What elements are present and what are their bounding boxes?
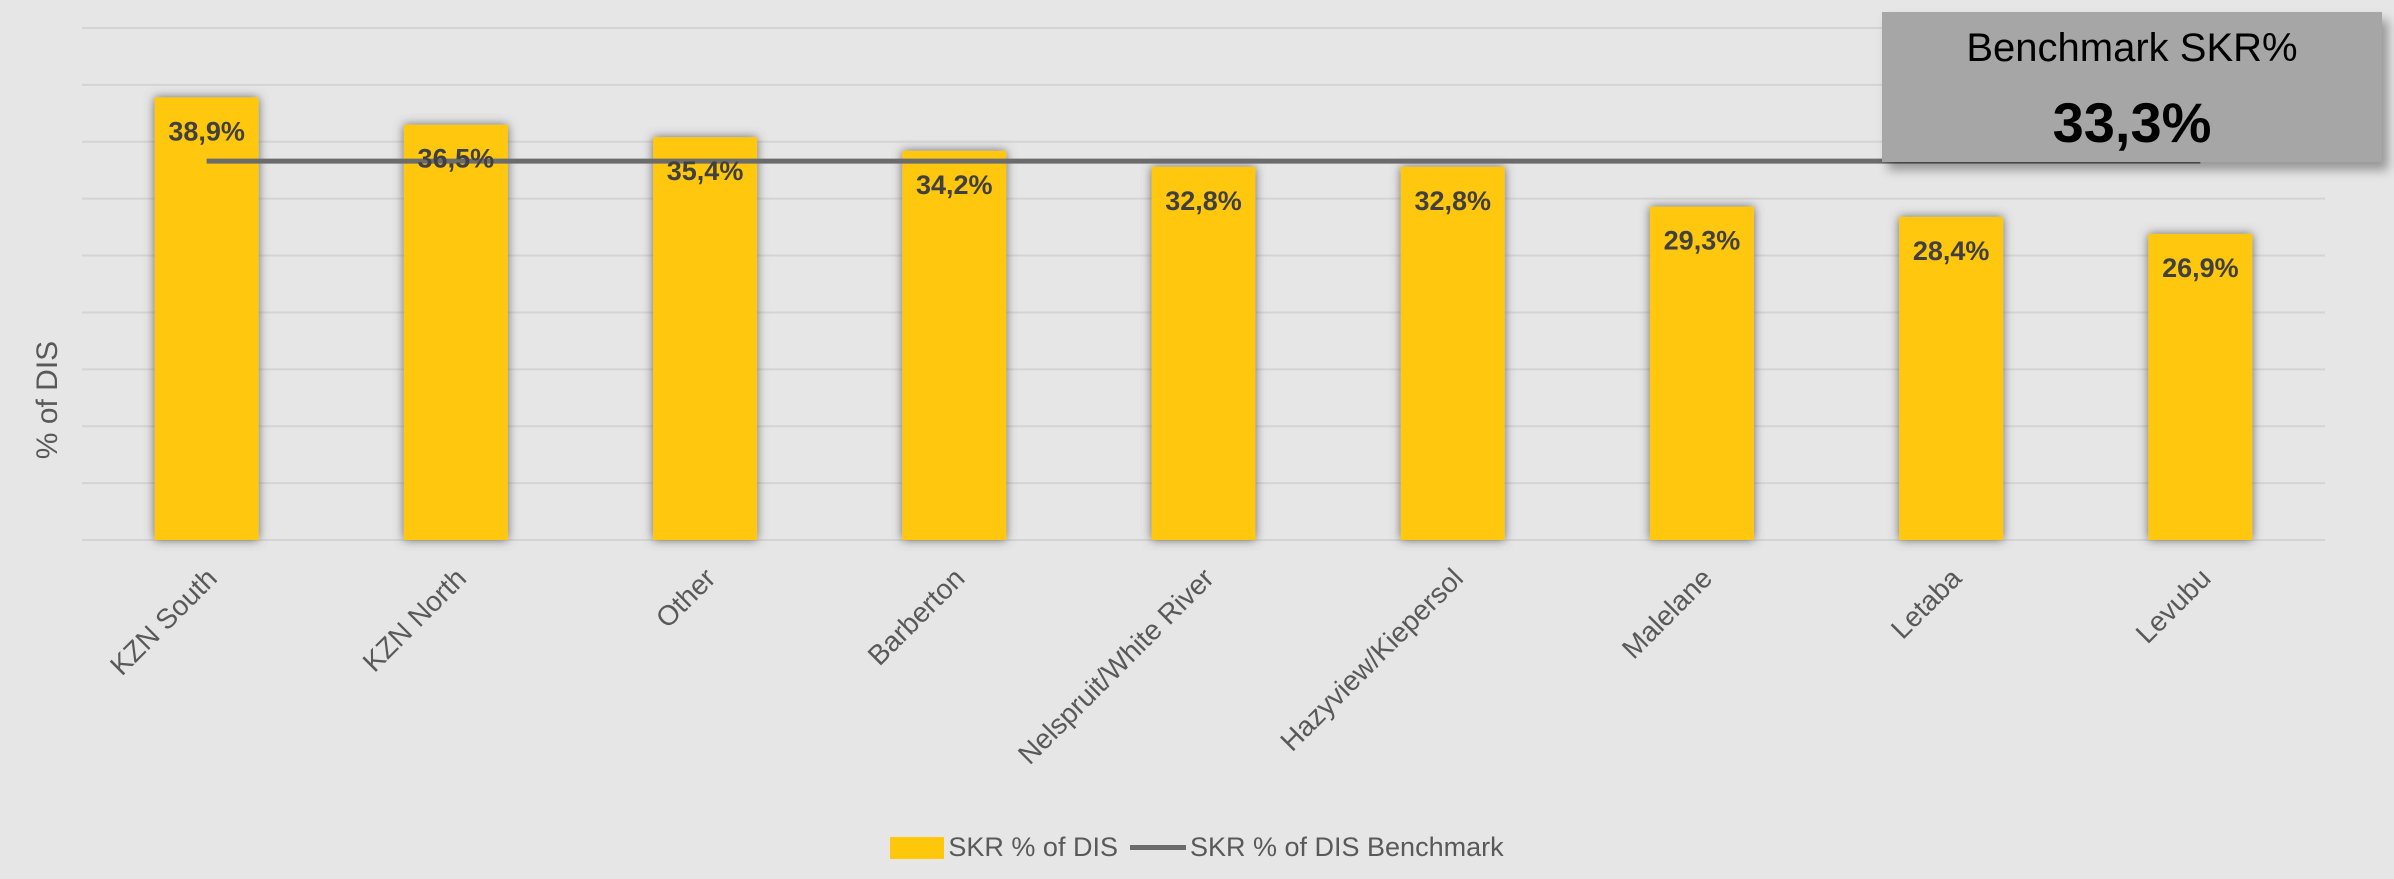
legend: SKR % of DIS SKR % of DIS Benchmark <box>0 832 2394 863</box>
benchmark-title: Benchmark SKR% <box>1966 26 2298 70</box>
category-label: Barberton <box>862 562 971 671</box>
legend-item-line: SKR % of DIS Benchmark <box>1129 832 1504 863</box>
bar <box>1400 166 1505 540</box>
y-axis-label: % of DIS <box>31 340 64 460</box>
category-label: Other <box>650 562 721 633</box>
category-label: KZN South <box>104 562 223 681</box>
category-label: KZN North <box>357 562 472 677</box>
data-label: 32,8% <box>1165 186 1242 216</box>
data-label: 38,9% <box>168 116 245 146</box>
bar <box>1649 206 1754 540</box>
data-label: 26,9% <box>2162 253 2239 283</box>
legend-bar-label: SKR % of DIS <box>948 832 1118 862</box>
legend-item-bars: SKR % of DIS <box>890 832 1118 863</box>
bar <box>403 124 508 540</box>
data-label: 34,2% <box>916 170 993 200</box>
data-label: 32,8% <box>1414 186 1491 216</box>
bar <box>902 150 1007 540</box>
category-label: Malelane <box>1616 562 1718 664</box>
category-label: Nelspruit/White River <box>1012 562 1220 770</box>
bar <box>1151 166 1256 540</box>
data-label: 29,3% <box>1664 226 1741 256</box>
legend-line-label: SKR % of DIS Benchmark <box>1189 832 1504 862</box>
bar <box>2148 233 2253 540</box>
bar <box>653 137 758 540</box>
category-label: Levubu <box>2130 562 2217 649</box>
benchmark-box: Benchmark SKR% 33,3% <box>1882 12 2382 162</box>
data-label: 28,4% <box>1913 236 1990 266</box>
bar <box>154 97 259 540</box>
category-label: Letaba <box>1885 562 1968 645</box>
bar <box>1899 216 2004 541</box>
legend-line-swatch <box>1129 845 1186 850</box>
category-label: Hazyview/Kiepersol <box>1274 562 1469 757</box>
data-label: 36,5% <box>418 144 495 174</box>
benchmark-value: 33,3% <box>2052 91 2212 154</box>
legend-bar-swatch <box>890 836 945 859</box>
data-label: 35,4% <box>667 156 744 186</box>
